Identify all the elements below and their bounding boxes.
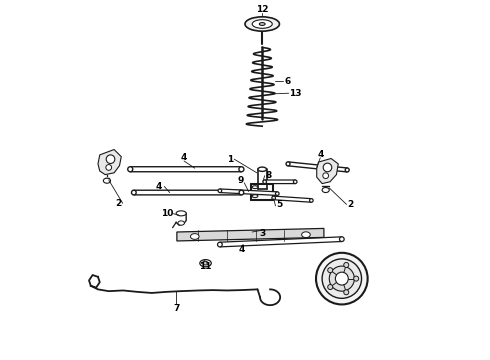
Ellipse shape bbox=[106, 155, 115, 163]
FancyBboxPatch shape bbox=[273, 196, 312, 202]
Ellipse shape bbox=[310, 199, 313, 202]
Ellipse shape bbox=[103, 178, 111, 183]
Ellipse shape bbox=[258, 167, 267, 171]
Text: 7: 7 bbox=[173, 303, 179, 312]
Ellipse shape bbox=[335, 272, 348, 285]
Ellipse shape bbox=[178, 221, 184, 225]
Text: 4: 4 bbox=[317, 150, 323, 159]
Ellipse shape bbox=[200, 260, 211, 267]
FancyBboxPatch shape bbox=[288, 162, 347, 172]
Ellipse shape bbox=[316, 253, 368, 305]
Ellipse shape bbox=[263, 180, 267, 184]
Text: 10: 10 bbox=[161, 209, 173, 218]
Ellipse shape bbox=[323, 173, 329, 179]
Ellipse shape bbox=[322, 259, 362, 298]
Ellipse shape bbox=[344, 262, 349, 267]
Ellipse shape bbox=[340, 237, 344, 242]
Text: 5: 5 bbox=[276, 199, 282, 208]
FancyBboxPatch shape bbox=[134, 190, 242, 195]
FancyBboxPatch shape bbox=[265, 180, 295, 184]
Ellipse shape bbox=[272, 196, 275, 200]
Ellipse shape bbox=[323, 163, 332, 172]
Text: 9: 9 bbox=[238, 176, 244, 185]
Ellipse shape bbox=[322, 188, 329, 193]
Text: 13: 13 bbox=[289, 89, 301, 98]
Ellipse shape bbox=[131, 190, 136, 195]
Ellipse shape bbox=[203, 261, 208, 265]
Ellipse shape bbox=[252, 186, 258, 189]
Ellipse shape bbox=[218, 242, 222, 247]
Text: 4: 4 bbox=[156, 182, 162, 191]
Ellipse shape bbox=[329, 266, 354, 291]
Text: 2: 2 bbox=[347, 200, 353, 209]
Ellipse shape bbox=[128, 167, 133, 172]
Ellipse shape bbox=[328, 284, 333, 289]
Ellipse shape bbox=[252, 20, 272, 28]
Ellipse shape bbox=[106, 165, 112, 170]
Text: 2: 2 bbox=[115, 199, 122, 208]
Ellipse shape bbox=[191, 234, 199, 239]
Text: 11: 11 bbox=[198, 262, 211, 271]
Ellipse shape bbox=[328, 268, 333, 273]
Ellipse shape bbox=[286, 162, 290, 166]
Ellipse shape bbox=[294, 180, 297, 184]
Polygon shape bbox=[98, 149, 122, 175]
Polygon shape bbox=[177, 228, 324, 241]
Ellipse shape bbox=[302, 232, 310, 238]
Ellipse shape bbox=[239, 190, 244, 195]
Ellipse shape bbox=[239, 167, 244, 172]
Ellipse shape bbox=[275, 192, 279, 195]
Text: 1: 1 bbox=[227, 155, 234, 164]
Text: 4: 4 bbox=[181, 153, 187, 162]
FancyBboxPatch shape bbox=[220, 189, 277, 195]
Ellipse shape bbox=[259, 23, 265, 26]
FancyBboxPatch shape bbox=[130, 167, 242, 172]
Text: 4: 4 bbox=[238, 246, 245, 255]
Text: 8: 8 bbox=[266, 171, 272, 180]
Ellipse shape bbox=[245, 17, 279, 31]
Ellipse shape bbox=[252, 195, 258, 198]
Ellipse shape bbox=[354, 276, 359, 281]
Ellipse shape bbox=[176, 211, 186, 216]
Ellipse shape bbox=[345, 168, 349, 172]
FancyBboxPatch shape bbox=[220, 237, 342, 247]
Text: 12: 12 bbox=[256, 5, 269, 14]
Polygon shape bbox=[317, 158, 338, 184]
Ellipse shape bbox=[344, 290, 349, 295]
Text: 6: 6 bbox=[284, 77, 291, 86]
Ellipse shape bbox=[218, 189, 221, 193]
Text: 3: 3 bbox=[259, 229, 266, 238]
